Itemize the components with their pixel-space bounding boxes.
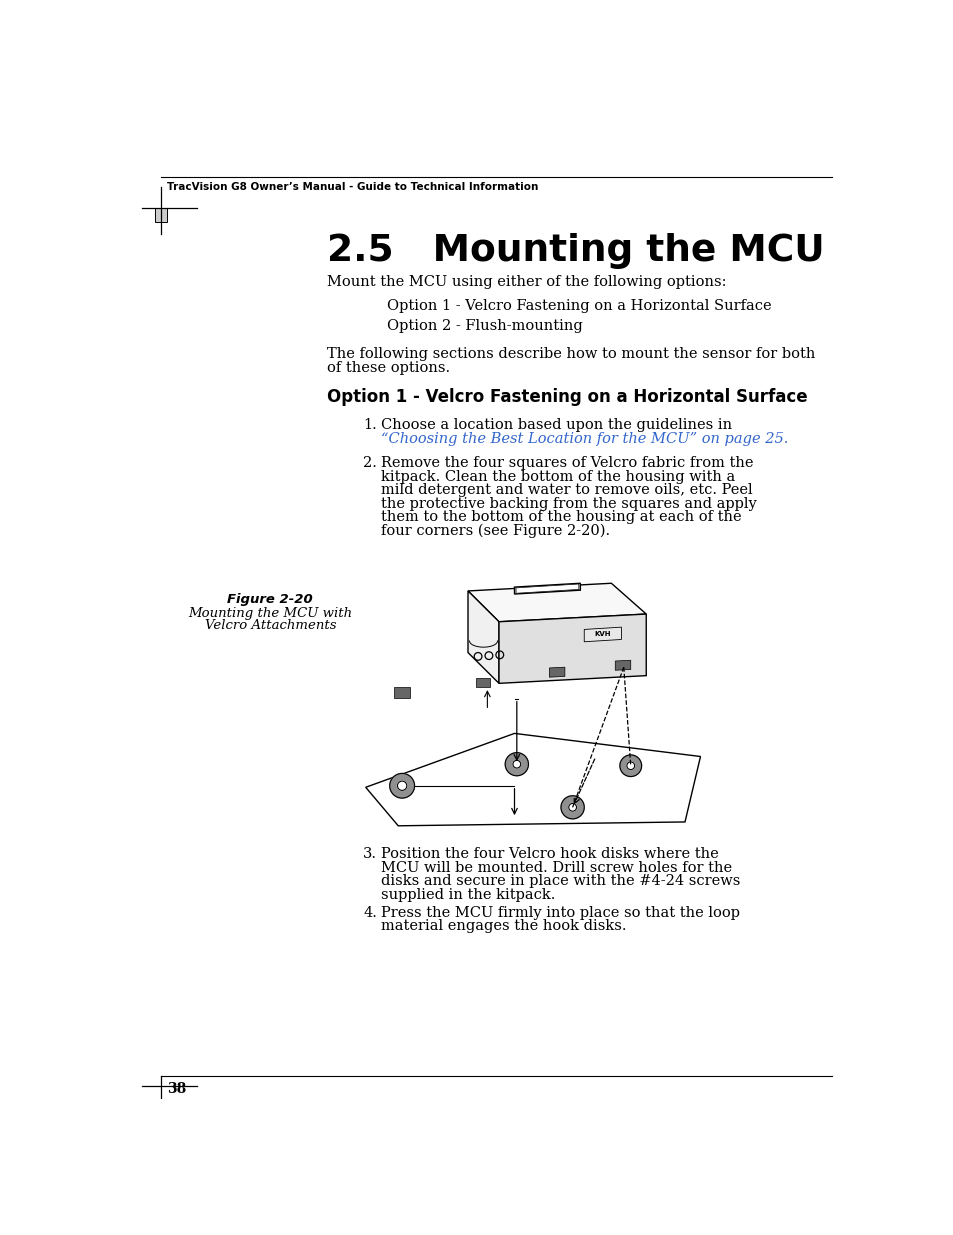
Polygon shape	[468, 592, 498, 683]
Text: Mount the MCU using either of the following options:: Mount the MCU using either of the follow…	[327, 275, 725, 289]
Text: 2.: 2.	[363, 456, 376, 471]
Text: Press the MCU firmly into place so that the loop: Press the MCU firmly into place so that …	[381, 906, 740, 920]
Text: mild detergent and water to remove oils, etc. Peel: mild detergent and water to remove oils,…	[381, 483, 752, 498]
Text: TracVision G8 Owner’s Manual - Guide to Technical Information: TracVision G8 Owner’s Manual - Guide to …	[167, 182, 538, 193]
Polygon shape	[498, 614, 645, 683]
Circle shape	[619, 755, 641, 777]
Text: Option 1 - Velcro Fastening on a Horizontal Surface: Option 1 - Velcro Fastening on a Horizon…	[327, 389, 807, 406]
Text: material engages the hook disks.: material engages the hook disks.	[381, 919, 626, 934]
Text: 2.5   Mounting the MCU: 2.5 Mounting the MCU	[327, 233, 823, 269]
Circle shape	[626, 762, 634, 769]
Text: kitpack. Clean the bottom of the housing with a: kitpack. Clean the bottom of the housing…	[381, 469, 735, 484]
Polygon shape	[549, 667, 564, 677]
Polygon shape	[514, 583, 579, 594]
Circle shape	[568, 804, 576, 811]
Text: 3.: 3.	[363, 847, 377, 861]
Text: supplied in the kitpack.: supplied in the kitpack.	[381, 888, 555, 902]
Text: “Choosing the Best Location for the MCU” on page 25.: “Choosing the Best Location for the MCU”…	[381, 431, 788, 446]
Text: Option 1 - Velcro Fastening on a Horizontal Surface: Option 1 - Velcro Fastening on a Horizon…	[386, 299, 770, 314]
Text: 38: 38	[167, 1082, 187, 1097]
Text: the protective backing from the squares and apply: the protective backing from the squares …	[381, 496, 756, 510]
Text: Mounting the MCU with: Mounting the MCU with	[188, 608, 352, 620]
Text: disks and secure in place with the #4-24 screws: disks and secure in place with the #4-24…	[381, 874, 740, 888]
Text: Option 2 - Flush-mounting: Option 2 - Flush-mounting	[386, 319, 581, 333]
Text: Position the four Velcro hook disks where the: Position the four Velcro hook disks wher…	[381, 847, 719, 861]
Text: The following sections describe how to mount the sensor for both: The following sections describe how to m…	[327, 347, 815, 361]
Polygon shape	[583, 627, 620, 642]
Polygon shape	[516, 584, 578, 593]
Circle shape	[397, 782, 406, 790]
Bar	[154, 209, 167, 222]
Circle shape	[505, 752, 528, 776]
Circle shape	[513, 761, 520, 768]
Circle shape	[390, 773, 415, 798]
Text: Choose a location based upon the guidelines in: Choose a location based upon the guideli…	[381, 417, 732, 432]
Polygon shape	[476, 678, 489, 687]
Polygon shape	[394, 687, 410, 698]
Text: KVH: KVH	[594, 631, 611, 637]
Polygon shape	[615, 661, 630, 671]
Text: Figure 2-20: Figure 2-20	[227, 593, 313, 606]
Text: four corners (see Figure 2-20).: four corners (see Figure 2-20).	[381, 524, 610, 538]
Polygon shape	[365, 734, 700, 826]
Text: Velcro Attachments: Velcro Attachments	[204, 620, 335, 632]
Text: Remove the four squares of Velcro fabric from the: Remove the four squares of Velcro fabric…	[381, 456, 753, 471]
Text: 1.: 1.	[363, 417, 376, 432]
Text: 4.: 4.	[363, 906, 376, 920]
Text: MCU will be mounted. Drill screw holes for the: MCU will be mounted. Drill screw holes f…	[381, 861, 732, 874]
Circle shape	[560, 795, 583, 819]
Text: them to the bottom of the housing at each of the: them to the bottom of the housing at eac…	[381, 510, 741, 524]
Polygon shape	[468, 583, 645, 621]
Text: of these options.: of these options.	[327, 361, 450, 374]
